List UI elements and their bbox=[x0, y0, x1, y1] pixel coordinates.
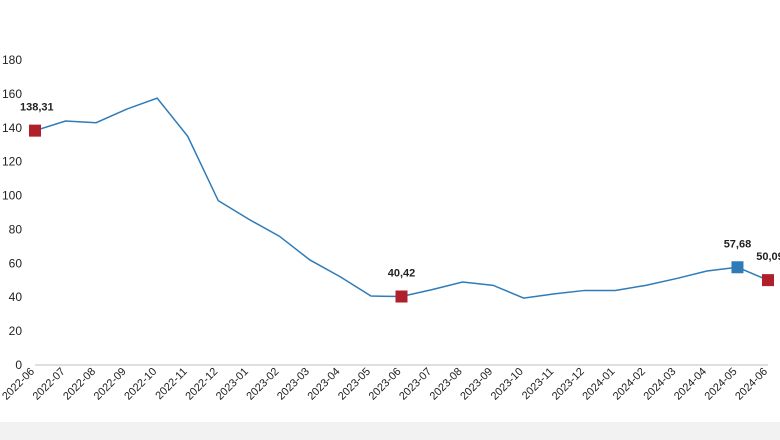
y-tick-label: 0 bbox=[15, 358, 22, 372]
x-tick-label: 2023-10 bbox=[489, 366, 526, 403]
bottom-band bbox=[0, 422, 780, 440]
data-marker bbox=[395, 290, 408, 303]
x-tick-label: 2024-03 bbox=[641, 366, 678, 403]
x-tick-label: 2023-04 bbox=[306, 366, 343, 403]
y-tick-label: 120 bbox=[2, 155, 22, 169]
y-tick-label: 20 bbox=[9, 324, 23, 338]
x-tick-label: 2023-08 bbox=[428, 366, 465, 403]
x-tick-label: 2023-12 bbox=[550, 366, 587, 403]
x-tick-label: 2022-12 bbox=[183, 366, 220, 403]
data-marker bbox=[731, 261, 744, 274]
y-tick-label: 160 bbox=[2, 87, 22, 101]
data-label: 40,42 bbox=[388, 268, 416, 280]
y-tick-label: 80 bbox=[9, 222, 23, 236]
x-tick-label: 2022-09 bbox=[92, 366, 129, 403]
data-marker bbox=[29, 124, 41, 137]
y-tick-label: 100 bbox=[2, 189, 22, 203]
x-tick-label: 2022-07 bbox=[31, 366, 68, 403]
x-tick-label: 2023-07 bbox=[397, 366, 434, 403]
x-tick-label: 2023-01 bbox=[214, 366, 251, 403]
data-marker bbox=[762, 274, 774, 287]
x-tick-label: 2024-04 bbox=[672, 366, 709, 403]
x-tick-label: 2024-06 bbox=[733, 366, 770, 403]
x-tick-label: 2022-11 bbox=[153, 366, 189, 402]
data-label: 50,09 bbox=[756, 251, 780, 263]
data-label: 138,31 bbox=[20, 102, 54, 114]
x-tick-label: 2024-05 bbox=[703, 366, 740, 403]
x-tick-label: 2024-01 bbox=[580, 366, 617, 403]
x-tick-label: 2024-02 bbox=[611, 366, 648, 403]
x-tick-label: 2023-09 bbox=[458, 366, 495, 403]
y-tick-label: 180 bbox=[2, 53, 22, 67]
x-tick-label: 2023-02 bbox=[244, 366, 281, 403]
y-tick-label: 140 bbox=[2, 121, 22, 135]
x-tick-label: 2023-03 bbox=[275, 366, 312, 403]
data-label: 57,68 bbox=[724, 238, 752, 250]
y-axis: 0 20 40 60 80 100 120 140 160 180 bbox=[2, 53, 22, 372]
x-tick-label: 2023-11 bbox=[520, 366, 556, 402]
x-tick-label: 2023-05 bbox=[336, 366, 373, 403]
data-markers: 138,31 40,42 57,68 50,09 bbox=[20, 102, 780, 303]
y-tick-label: 60 bbox=[9, 256, 23, 270]
x-axis: 2022-062022-072022-082022-092022-102022-… bbox=[0, 366, 770, 403]
x-tick-label: 2023-06 bbox=[367, 366, 404, 403]
x-tick-label: 2022-10 bbox=[122, 366, 159, 403]
y-tick-label: 40 bbox=[9, 290, 23, 304]
x-tick-label: 2022-08 bbox=[61, 366, 98, 403]
